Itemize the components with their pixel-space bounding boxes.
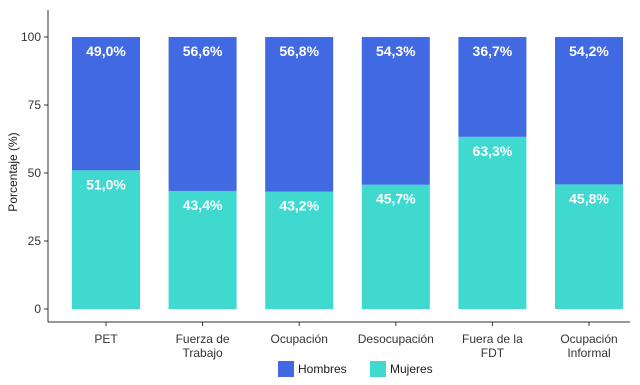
y-tick-label: 100 — [21, 30, 41, 44]
bar-hombres — [72, 37, 140, 171]
data-label-mujeres: 51,0% — [86, 176, 126, 192]
x-tick-label: PET — [94, 332, 118, 346]
bar-hombres — [168, 37, 237, 191]
bar-mujeres — [168, 190, 237, 309]
y-tick-label: 50 — [28, 166, 42, 180]
y-tick-label: 0 — [34, 302, 41, 316]
y-tick-label: 25 — [28, 234, 42, 248]
x-tick-label-line: Fuerza de — [176, 332, 230, 346]
data-label-hombres: 56,6% — [183, 43, 223, 59]
bar-hombres — [555, 37, 623, 185]
x-tick-label: Ocupación Informal — [560, 332, 617, 360]
x-tick-label: Ocupación — [271, 332, 328, 346]
data-label-hombres: 49,0% — [86, 43, 126, 59]
x-tick-label-line: Ocupación — [271, 332, 328, 346]
x-tick-label-line: PET — [94, 332, 118, 346]
data-label-hombres: 56,8% — [279, 43, 319, 59]
data-label-hombres: 54,3% — [376, 43, 416, 59]
y-axis-title: Porcentaje (%) — [6, 132, 20, 211]
data-label-mujeres: 45,7% — [376, 191, 416, 207]
bar-mujeres — [361, 184, 430, 309]
x-tick-label-line: Informal — [567, 346, 610, 360]
bar-mujeres — [265, 191, 334, 309]
x-tick-label-line: Desocupación — [358, 332, 434, 346]
legend: Hombres Mujeres — [278, 361, 433, 377]
bars-layer — [72, 37, 623, 309]
x-tick-label-line: Fuera de la — [462, 332, 523, 346]
x-tick-label-line: FDT — [481, 346, 505, 360]
legend-label-mujeres: Mujeres — [390, 362, 433, 376]
bar-hombres — [265, 37, 334, 192]
bar-hombres — [361, 37, 430, 185]
bar-mujeres — [458, 136, 527, 309]
data-label-hombres: 36,7% — [473, 43, 513, 59]
bar-mujeres — [72, 170, 140, 309]
data-label-mujeres: 45,8% — [569, 190, 609, 206]
legend-swatch-mujeres — [370, 361, 386, 377]
legend-label-hombres: Hombres — [298, 362, 347, 376]
x-tick-label-line: Trabajo — [182, 346, 223, 360]
data-label-mujeres: 63,3% — [473, 143, 513, 159]
x-tick-label: Fuerza de Trabajo — [176, 332, 230, 360]
axes-layer — [47, 10, 630, 323]
legend-swatch-hombres — [278, 361, 294, 377]
x-ticks: PET Fuerza de Trabajo Ocupación Desocupación… — [94, 322, 618, 360]
data-label-hombres: 54,2% — [569, 43, 609, 59]
data-labels: 49,0% 51,0% 56,6% 43,4% 56,8% 43,2% 54,3% 45,7%… — [86, 43, 609, 213]
bar-hombres — [458, 37, 527, 137]
y-tick-label: 75 — [28, 98, 42, 112]
data-label-mujeres: 43,4% — [183, 197, 223, 213]
data-label-mujeres: 43,2% — [279, 197, 319, 213]
x-tick-label: Fuera de la FDT — [462, 332, 523, 360]
y-ticks: 0 25 50 75 100 — [21, 30, 48, 316]
bar-mujeres — [555, 184, 623, 309]
x-tick-label-line: Ocupación — [560, 332, 617, 346]
x-tick-label: Desocupación — [358, 332, 434, 346]
